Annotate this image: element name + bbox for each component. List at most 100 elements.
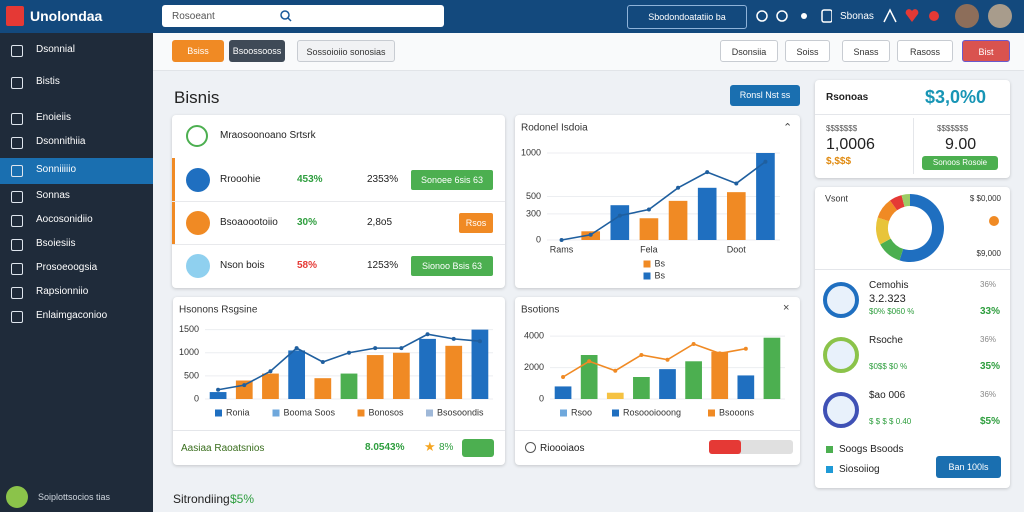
legend-label: Bsooons (719, 407, 755, 417)
sidebar-item[interactable]: Sonniiiiio (36, 164, 77, 175)
bar (659, 369, 676, 399)
bar (445, 345, 463, 399)
legend-swatch (357, 409, 365, 417)
people-button[interactable]: Ban 100ls (936, 456, 1001, 478)
toolbar-button[interactable]: Sossoioiio sonosias (297, 40, 395, 62)
logo (6, 6, 24, 26)
line-point (399, 346, 404, 351)
people-card: Vsont $ $0,000 $9,000 Ban 100ls Cemohis 3.2… (815, 187, 1010, 488)
legend-label: Siosoiiog (839, 464, 880, 475)
top-bar: Unolondaa Rosoeant Sbodondoatatiio ba Sb… (0, 0, 1024, 33)
star-icon: ★ (424, 439, 436, 454)
avatar[interactable] (988, 4, 1012, 28)
bar (685, 361, 702, 399)
chart-title: Hsonons Rsgsine (179, 305, 258, 316)
sidebar-item[interactable]: Bistis (36, 76, 60, 87)
sidebar-item[interactable]: Prosoeoogsia (36, 262, 98, 273)
list-card: Mraosoonoano Srtsrk Rrooohie 453% 2353% Son… (172, 115, 505, 288)
row-action[interactable]: Sionoo Bsis 63 (411, 256, 493, 276)
close-icon[interactable]: × (783, 302, 790, 314)
chart: Rodonel Isdoia 0 300 500 1000 Rams Fela Doot Bs B… (521, 123, 780, 280)
person-sub: $0% $060 % (869, 307, 915, 316)
row-name: Bsoaoootoiio (220, 217, 278, 228)
chart-card: Bsotions 0 2000 4000 Rsoo Rosoooiooong Bsooons… (515, 297, 800, 465)
line-point (639, 353, 644, 357)
page-action[interactable]: Ronsl Nst ss (730, 85, 800, 106)
line-point (691, 342, 696, 346)
bar (763, 337, 781, 399)
list-icon (186, 125, 208, 147)
toolbar-button[interactable]: Bsiss (172, 40, 224, 62)
slider[interactable] (709, 440, 793, 454)
search-box[interactable]: Rosoeant (162, 5, 444, 27)
bar (340, 373, 358, 399)
sidebar-item[interactable]: Enoieiis (36, 112, 72, 123)
indicator (989, 216, 999, 226)
footer-star: 8% (439, 442, 454, 453)
legend-swatch (560, 409, 567, 417)
toolbar-button[interactable]: Snass (842, 40, 890, 62)
sidebar-icon (11, 263, 23, 275)
sidebar-item[interactable]: Sonnas (36, 190, 70, 201)
legend-label: Bsosoondis (437, 407, 484, 417)
legend-label: Bs (655, 258, 666, 268)
bar (419, 338, 436, 399)
bar (392, 352, 410, 399)
person-avatar (823, 392, 859, 428)
row-name: Nson bois (220, 260, 265, 271)
bar (756, 153, 775, 240)
toolbar-button[interactable]: Bsoossooss (229, 40, 285, 62)
row-divider (172, 244, 505, 245)
footer-label: Rioooiaos (540, 443, 585, 454)
sidebar-item[interactable]: Aocosonidiio (36, 214, 93, 225)
person-pct: 35% (980, 361, 1001, 372)
divider (815, 114, 1010, 115)
divider (815, 269, 1010, 270)
summary-big: $3,0%0 (925, 87, 987, 107)
line-series (561, 161, 766, 241)
person-name: Rsoche (869, 335, 903, 346)
sidebar-item[interactable]: Enlaimgaconioo (36, 310, 108, 321)
person-pct: $5% (980, 416, 1001, 427)
row-pct: 58% (297, 260, 318, 271)
bar (606, 392, 624, 399)
bar (554, 386, 572, 399)
person-sub: $ $ $ $ 0.40 (869, 417, 912, 426)
sidebar-item[interactable]: Dsonnithiia (36, 136, 86, 147)
toolbar-button[interactable]: Soiss (785, 40, 830, 62)
right-button[interactable]: Sonoos Rosoie (922, 156, 998, 170)
row-action[interactable]: Rsos (459, 213, 493, 233)
row-pct: 453% (297, 174, 323, 185)
sidebar-item[interactable]: Bsoiesiis (36, 238, 76, 249)
collapse-icon[interactable]: ⌃ (783, 122, 793, 134)
chart-card: Hsonons Rsgsine 0 500 1000 1500 Ronia Booma So… (173, 297, 505, 465)
bar (610, 205, 630, 240)
chart-title: Vsont (825, 193, 849, 203)
footer-button[interactable] (462, 439, 494, 457)
row-divider (172, 201, 505, 202)
divider (515, 430, 800, 431)
sidebar-icon (11, 215, 23, 227)
line-point (242, 383, 247, 388)
bar (668, 200, 688, 240)
footer-label: Aasiaa Raoatsnios (181, 443, 265, 454)
footer-icon (525, 442, 536, 453)
row-action[interactable]: Sonoee 6sis 63 (411, 170, 493, 190)
avatar[interactable] (955, 4, 979, 28)
sidebar-item[interactable]: Rapsionniio (36, 286, 89, 297)
bar (726, 192, 746, 240)
pie-slice (876, 217, 891, 245)
line-point (617, 213, 622, 218)
toolbar-button[interactable]: Rasoss (897, 40, 953, 62)
legend-label: Bonosos (369, 407, 405, 417)
chart-card: Rodonel Isdoia 0 300 500 1000 Rams Fela Doot Bs B… (515, 115, 800, 288)
toolbar-button[interactable]: Dsonsiia (720, 40, 778, 62)
top-button[interactable]: Sbodondoatatiio ba (627, 5, 747, 29)
y-tick-label: 2000 (524, 362, 544, 372)
right-value: 9.00 (945, 136, 977, 153)
slider-fill (709, 440, 741, 454)
sidebar-footer-icon (6, 486, 28, 508)
toolbar-button[interactable]: Bist (962, 40, 1010, 62)
person-pct: 36% (980, 335, 997, 344)
sidebar-item[interactable]: Dsonnial (36, 44, 75, 55)
